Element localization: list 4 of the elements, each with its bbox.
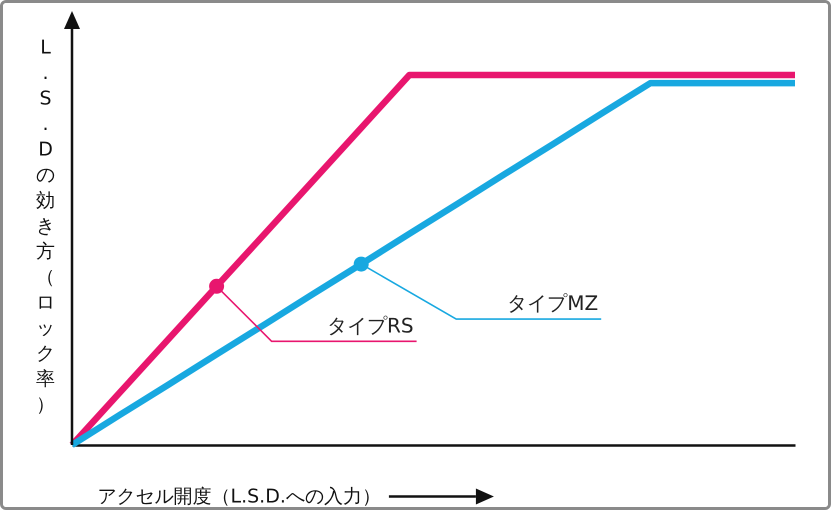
annotation: タイプMZ	[507, 291, 598, 316]
x-axis-title: アクセル開度（L.S.D.への入力）	[98, 486, 381, 508]
annotation: タイプRS	[327, 313, 414, 338]
text: L.S.Dの効き方（ロック率）	[36, 36, 55, 416]
